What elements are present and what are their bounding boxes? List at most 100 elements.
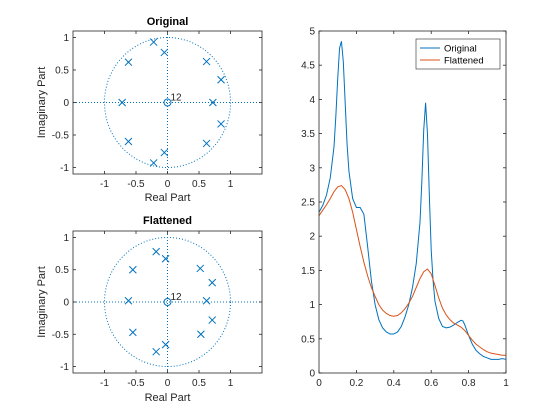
x-tick-label: 0.6 — [424, 378, 438, 389]
x-tick-label: -0.5 — [127, 179, 145, 190]
pole-stroke — [160, 148, 169, 157]
pole-marker — [124, 58, 133, 67]
y-tick-label: 0.5 — [301, 334, 315, 345]
x-tick-label: -1 — [100, 378, 109, 389]
series-line-flattened — [318, 184, 506, 356]
pole-stroke — [149, 159, 158, 167]
unit-circle — [104, 236, 231, 368]
y-tick-label: 0.5 — [55, 66, 69, 77]
pole-stroke — [196, 264, 205, 273]
x-tick-label: 0 — [165, 378, 171, 389]
y-tick-label: 1 — [63, 33, 69, 44]
x-tick-label: 0 — [165, 179, 171, 190]
pole-stroke — [209, 98, 217, 107]
pole-marker — [209, 98, 217, 107]
pole-marker — [128, 328, 137, 337]
pole-stroke — [217, 75, 225, 84]
y-tick-label: 3.5 — [301, 129, 315, 140]
pole-marker — [161, 340, 170, 349]
pole-marker — [217, 75, 225, 84]
pole-marker — [128, 265, 137, 274]
pole-stroke — [149, 38, 158, 46]
pole-stroke — [128, 265, 137, 274]
zero-marker — [163, 298, 172, 306]
y-tick-label: 0 — [309, 369, 315, 380]
x-tick-label: 0.5 — [192, 378, 206, 389]
y-tick-label: -0.5 — [52, 131, 70, 142]
pole-stroke — [124, 58, 133, 67]
response-plot: 0 0.2 0.4 0.6 0.8 1 0 0.5 1 1.5 2 2.5 3 3.5 4 4.5 5 Origi… — [301, 27, 509, 390]
y-axis-label: Imaginary Part — [36, 67, 48, 139]
y-tick-label: -0.5 — [52, 330, 70, 341]
plot-area — [319, 31, 506, 373]
pole-marker — [124, 137, 133, 146]
x-tick-label: -0.5 — [127, 378, 145, 389]
pole-stroke — [197, 330, 205, 339]
pole-marker — [124, 296, 133, 305]
x-tick-label: 0.4 — [387, 378, 401, 389]
y-tick-label: 5 — [309, 27, 315, 38]
pole-stroke — [217, 120, 225, 128]
pole-stroke — [208, 278, 217, 287]
y-tick-label: 0 — [63, 98, 69, 109]
pole-marker — [118, 98, 126, 107]
pole-marker — [160, 48, 169, 57]
pole-marker — [149, 159, 158, 167]
pole-marker — [149, 38, 158, 46]
pole-stroke — [124, 296, 133, 305]
y-tick-label: 1 — [309, 300, 315, 311]
y-tick-label: 1 — [63, 233, 69, 244]
plot-title: Flattened — [143, 215, 192, 227]
x-tick-label: 1 — [503, 378, 509, 389]
y-tick-label: 2 — [309, 232, 315, 243]
x-tick-label: 0.2 — [349, 378, 363, 389]
pole-marker — [208, 278, 217, 287]
pole-stroke — [128, 328, 137, 337]
y-tick-label: 4 — [309, 95, 315, 106]
pole-marker — [152, 347, 161, 356]
zero-multiplicity-label: 12 — [171, 292, 183, 303]
pole-stroke — [202, 57, 211, 66]
pole-marker — [202, 296, 211, 305]
x-tick-label: 1 — [228, 179, 234, 190]
pole-marker — [202, 57, 211, 66]
pole-marker — [202, 139, 211, 148]
pole-marker — [160, 148, 169, 157]
unit-circle — [104, 37, 231, 168]
x-tick-label: 0.5 — [192, 179, 206, 190]
pole-stroke — [124, 137, 133, 146]
pole-stroke — [202, 296, 211, 305]
y-tick-label: -1 — [60, 362, 69, 373]
y-tick-label: 0.5 — [55, 265, 69, 276]
pole-marker — [152, 247, 161, 256]
legend-label-flattened: Flattened — [444, 56, 484, 67]
pole-marker — [208, 316, 217, 324]
y-tick-label: 1.5 — [301, 266, 315, 277]
pole-marker — [161, 254, 170, 263]
pole-marker — [196, 264, 205, 273]
pole-stroke — [161, 254, 170, 263]
zero-marker — [163, 98, 172, 107]
pole-stroke — [208, 316, 217, 324]
plot-title: Original — [147, 16, 189, 28]
pole-marker — [217, 120, 225, 128]
pz-plot-original: 12 -1 -0.5 0 0.5 1 -1 -0.5 0 0.5 1 Original Real Par… — [36, 16, 263, 204]
y-tick-label: 2.5 — [301, 198, 315, 209]
x-tick-label: 0 — [316, 378, 322, 389]
x-tick-label: 0.8 — [462, 378, 476, 389]
x-tick-label: 1 — [228, 378, 234, 389]
y-tick-label: 4.5 — [301, 61, 315, 72]
pole-marker — [197, 330, 205, 339]
y-tick-label: 0 — [63, 298, 69, 309]
x-axis-label: Real Part — [145, 392, 191, 404]
y-axis-label: Imaginary Part — [36, 266, 48, 338]
y-tick-label: -1 — [60, 163, 69, 174]
zero-multiplicity-label: 12 — [171, 93, 183, 104]
pz-plot-flattened: 12 -1 -0.5 0 0.5 1 -1 -0.5 0 0.5 1 Flattened Real Pa… — [36, 215, 263, 404]
legend-label-original: Original — [444, 44, 477, 55]
pole-stroke — [152, 347, 161, 356]
y-tick-label: 3 — [309, 163, 315, 174]
pole-stroke — [160, 48, 169, 57]
